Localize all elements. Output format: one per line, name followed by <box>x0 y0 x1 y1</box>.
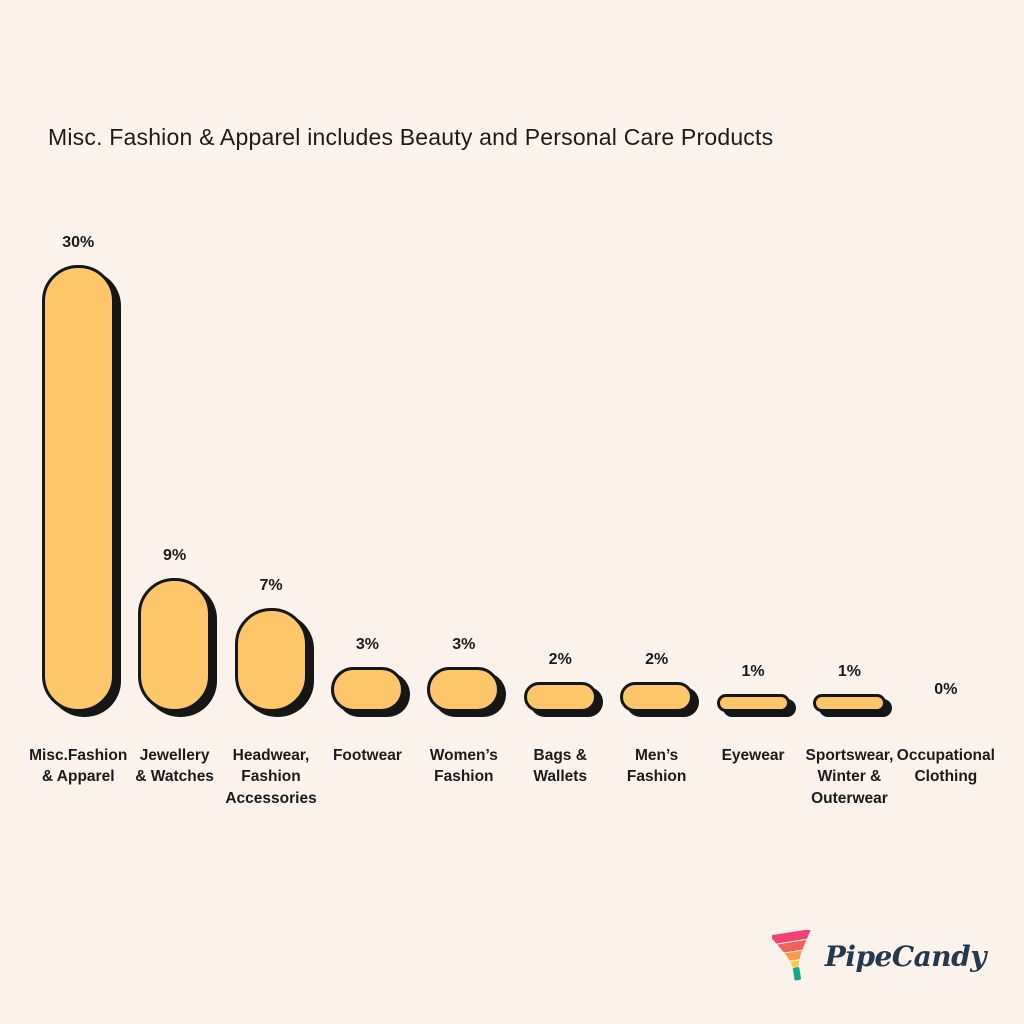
category-label: Misc.Fashion & Apparel <box>29 747 128 786</box>
value-label: 30% <box>62 234 95 251</box>
bar-column: 1% Eyewear <box>705 212 801 809</box>
bar <box>427 667 501 712</box>
bar-column: 3% Footwear <box>319 212 415 809</box>
funnel-stripe-pink <box>771 930 811 944</box>
bar <box>138 578 212 712</box>
bar <box>330 667 404 712</box>
value-label: 3% <box>452 636 476 653</box>
bar-plot-area: 30% <box>30 212 126 712</box>
funnel-stripe-orange <box>784 950 802 961</box>
funnel-stripe-coral <box>776 939 807 953</box>
category-label: Headwear, Fashion Accessories <box>225 747 317 807</box>
category-label: Bags & Wallets <box>533 747 588 786</box>
value-label: 2% <box>548 651 572 668</box>
bar-column: 7% Headwear, Fashion Accessories <box>223 212 319 809</box>
bar-column: 0% Occupational Clothing <box>896 212 995 809</box>
bar-column: 1% Sportswear, Winter & Outerwear <box>801 212 897 809</box>
category-label: Men’s Fashion <box>626 747 687 786</box>
bar <box>523 682 597 712</box>
bar-column: 30% Misc.Fashion & Apparel <box>29 212 128 809</box>
value-label: 9% <box>163 547 187 564</box>
bar-plot-area: 0% <box>898 212 994 712</box>
category-label: Jewellery & Watches <box>135 747 214 786</box>
bar <box>41 265 115 712</box>
chart-title: Misc. Fashion & Apparel includes Beauty … <box>48 124 774 150</box>
category-label: Footwear <box>332 747 402 764</box>
bar-plot-area: 3% <box>416 212 512 712</box>
bar-plot-area: 1% <box>705 212 801 712</box>
bar-plot-area: 7% <box>223 212 319 712</box>
bar-plot-area: 2% <box>512 212 608 712</box>
category-label: Sportswear, Winter & Outerwear <box>805 747 894 807</box>
funnel-icon <box>771 930 811 981</box>
bar-column: 9% Jewellery & Watches <box>126 212 222 809</box>
bar <box>234 608 308 712</box>
bar-plot-area: 2% <box>608 212 704 712</box>
value-label: 0% <box>934 681 958 698</box>
bar-chart: 30% Misc.Fashion & Apparel 9% Jewellery & W… <box>29 212 995 809</box>
bar-column: 3% Women’s Fashion <box>416 212 512 809</box>
category-label: Women’s Fashion <box>429 747 498 786</box>
value-label: 7% <box>259 577 283 594</box>
funnel-stripe-yellow <box>790 960 799 968</box>
bar-column: 2% Bags & Wallets <box>512 212 608 809</box>
value-label: 3% <box>355 636 379 653</box>
bar <box>716 694 790 712</box>
bar-column: 2% Men’s Fashion <box>608 212 704 809</box>
brand-name: PipeCandy <box>824 939 987 973</box>
bar <box>620 682 694 712</box>
category-label: Occupational Clothing <box>896 747 995 786</box>
bar-plot-area: 1% <box>801 212 897 712</box>
value-label: 2% <box>645 651 669 668</box>
value-label: 1% <box>741 663 765 680</box>
funnel-stem <box>792 967 801 981</box>
bar-plot-area: 9% <box>126 212 222 712</box>
category-label: Eyewear <box>721 747 785 764</box>
value-label: 1% <box>837 663 862 680</box>
bar-plot-area: 3% <box>319 212 415 712</box>
bar <box>812 694 886 712</box>
pipecandy-logo: PipeCandy <box>771 930 987 982</box>
